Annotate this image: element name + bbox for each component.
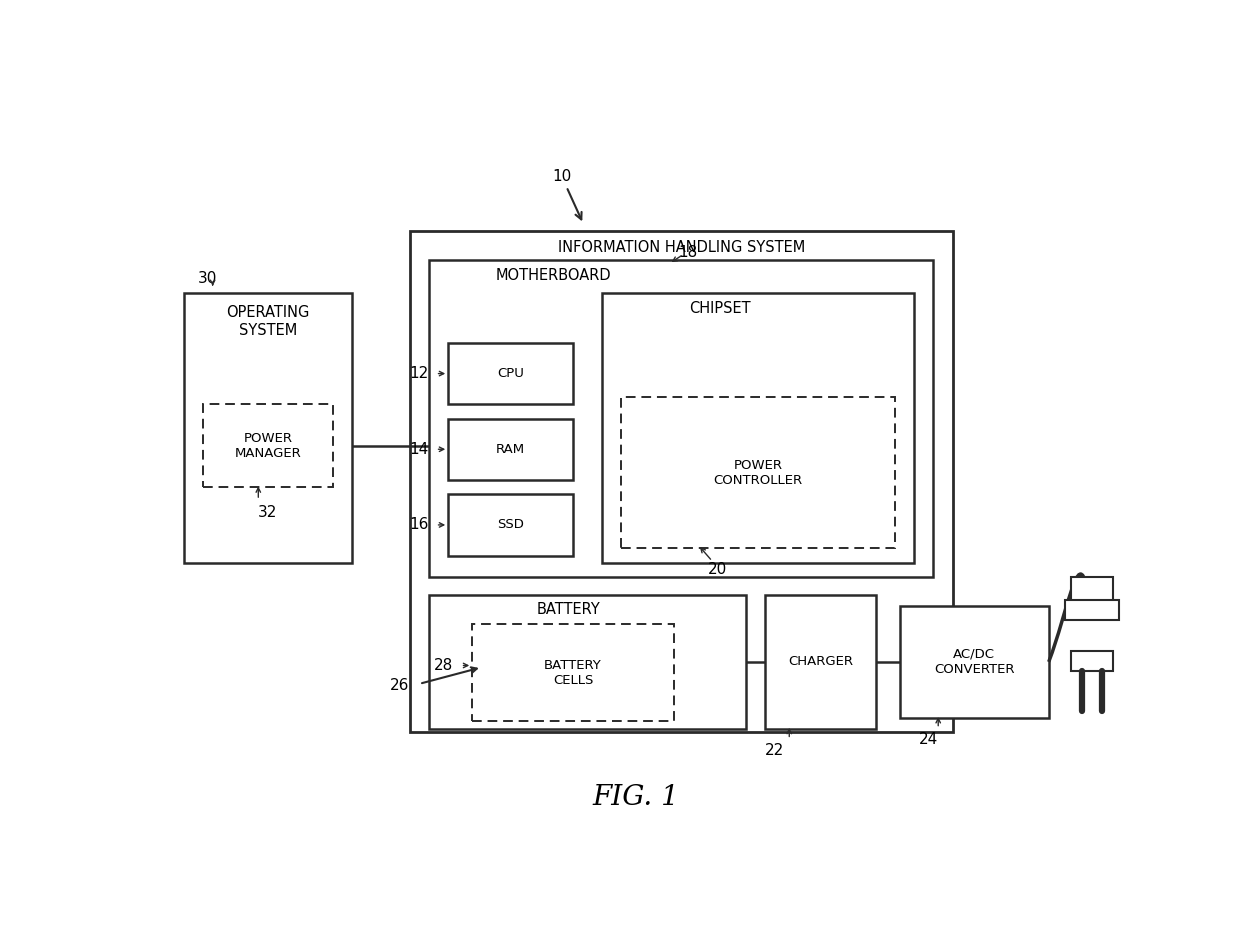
Text: OPERATING
SYSTEM: OPERATING SYSTEM [226, 305, 310, 338]
Text: MOTHERBOARD: MOTHERBOARD [496, 269, 611, 284]
FancyBboxPatch shape [1071, 578, 1114, 603]
Text: 26: 26 [391, 678, 409, 693]
Text: POWER
CONTROLLER: POWER CONTROLLER [713, 459, 802, 487]
Text: BATTERY
CELLS: BATTERY CELLS [544, 659, 601, 687]
Text: BATTERY: BATTERY [537, 602, 600, 617]
FancyBboxPatch shape [601, 292, 914, 563]
FancyBboxPatch shape [429, 595, 746, 728]
Text: 32: 32 [258, 505, 278, 519]
Text: CPU: CPU [497, 367, 525, 380]
FancyBboxPatch shape [409, 231, 952, 732]
Text: INFORMATION HANDLING SYSTEM: INFORMATION HANDLING SYSTEM [558, 240, 805, 255]
Text: 22: 22 [765, 742, 785, 757]
Text: FIG. 1: FIG. 1 [593, 783, 678, 811]
Text: CHIPSET: CHIPSET [688, 300, 750, 315]
Text: SSD: SSD [497, 519, 525, 532]
FancyBboxPatch shape [203, 404, 332, 487]
FancyBboxPatch shape [448, 418, 573, 480]
Text: RAM: RAM [496, 443, 525, 456]
Text: 24: 24 [919, 732, 939, 747]
Text: 16: 16 [409, 518, 429, 533]
FancyBboxPatch shape [184, 292, 352, 563]
Text: CHARGER: CHARGER [787, 655, 853, 668]
Text: 28: 28 [434, 658, 453, 673]
FancyBboxPatch shape [1071, 651, 1114, 671]
Text: 20: 20 [708, 563, 727, 578]
Text: 12: 12 [409, 366, 429, 381]
Text: 18: 18 [678, 245, 698, 260]
Text: 10: 10 [552, 168, 582, 219]
FancyBboxPatch shape [1065, 600, 1118, 621]
FancyBboxPatch shape [900, 606, 1049, 718]
FancyBboxPatch shape [472, 624, 675, 722]
FancyBboxPatch shape [765, 595, 875, 728]
FancyBboxPatch shape [621, 397, 895, 548]
Text: 14: 14 [409, 442, 429, 457]
FancyBboxPatch shape [429, 260, 934, 578]
Text: AC/DC
CONVERTER: AC/DC CONVERTER [934, 648, 1014, 676]
Text: 30: 30 [198, 271, 217, 285]
FancyBboxPatch shape [448, 494, 573, 556]
Text: POWER
MANAGER: POWER MANAGER [234, 431, 301, 460]
FancyBboxPatch shape [448, 343, 573, 404]
